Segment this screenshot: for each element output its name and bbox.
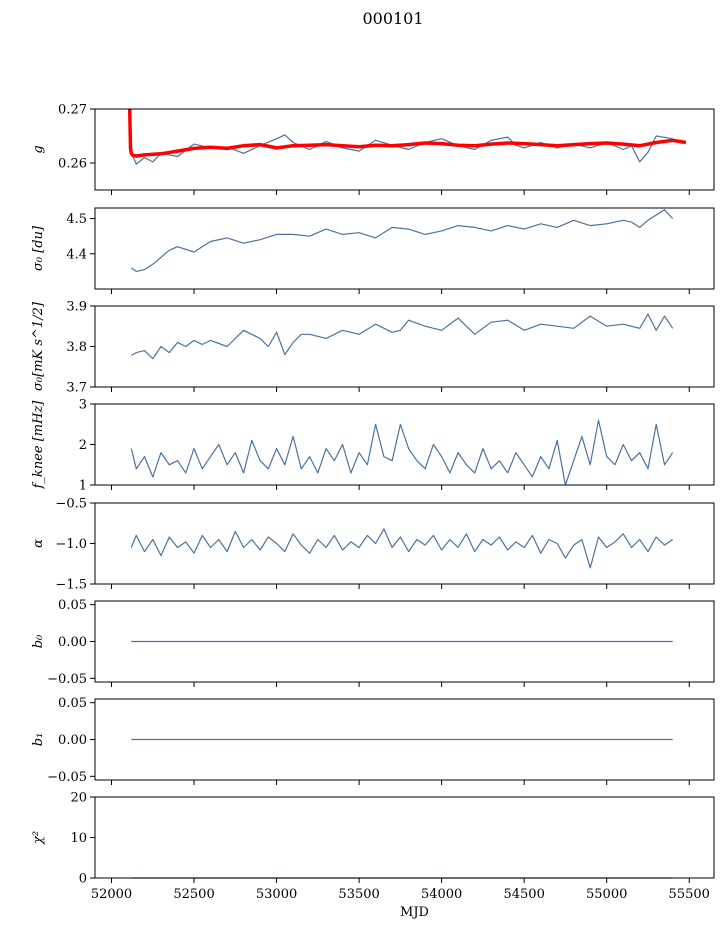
x-tick-label: 52500 [173,887,214,902]
axes-frame [94,305,715,388]
y-tick-label: −0.05 [47,672,87,687]
x-tick-label: 53000 [256,887,297,902]
axes-frame [94,796,715,879]
y-tick-label: −1.0 [55,537,87,552]
x-axis-label: MJD [400,905,429,920]
subplot-1: 0.26 0.27 g [31,103,715,195]
y-tick-label: 0.05 [58,598,87,613]
subplot-stack: 0.26 0.27 g 4.4 4.5 σ₀ [du] 3.7 3.8 3.9 σ₀[mK s^1… [31,103,715,920]
series-line [131,313,674,360]
subplot-3: 3.7 3.8 3.9 σ₀[mK s^1/2] [31,300,715,396]
axes-frame [94,403,715,486]
subplot-7: −0.05 0.00 0.05 b₁ [31,696,715,785]
y-tick-label: 0.27 [58,103,87,118]
y-axis-label: σ₀ [du] [31,225,46,271]
y-tick-label: 1 [79,479,87,494]
y-tick-label: 0.00 [58,635,87,650]
x-tick-label: 55000 [586,887,627,902]
figure-title: 000101 [362,9,423,28]
axes-frame [94,207,715,290]
subplot-4: 1 2 3 f_knee [mHz] [31,398,715,494]
x-tick-label: 54000 [421,887,462,902]
y-axis-label: b₁ [31,733,46,747]
x-tick-label: 55500 [669,887,710,902]
x-tick-label: 54500 [503,887,544,902]
y-tick-label: 4.5 [66,212,87,227]
y-axis-label: χ² [31,831,46,845]
y-tick-label: 0.05 [58,696,87,711]
y-tick-label: 2 [79,438,87,453]
subplot-8: 0 10 20 χ² 52000 52500 53000 53500 54000 54500 550… [31,791,715,920]
y-tick-label: 0 [79,872,87,887]
y-tick-label: 3 [79,398,87,413]
fit-line [127,108,687,158]
y-axis-label: σ₀[mK s^1/2] [31,301,46,391]
series-line [130,419,674,486]
subplot-5: −1.5 −1.0 −0.5 α [31,497,715,593]
y-tick-label: 10 [70,831,87,846]
y-axis-label: f_knee [mHz] [31,400,46,490]
y-axis-label: b₀ [31,634,46,648]
y-tick-label: −0.5 [55,497,87,512]
y-tick-label: 4.4 [66,247,87,262]
subplot-2: 4.4 4.5 σ₀ [du] [31,207,715,294]
y-tick-label: 3.9 [66,300,87,315]
series-line [130,528,674,569]
y-axis-label: α [31,539,46,548]
subplot-6: −0.05 0.00 0.05 b₀ [31,598,715,687]
y-tick-label: 3.8 [66,340,87,355]
y-tick-label: 3.7 [66,381,87,396]
series-line [129,134,673,165]
y-tick-label: 0.00 [58,733,87,748]
y-tick-label: −0.05 [47,770,87,785]
axes-frame [94,108,715,191]
y-axis-label: g [31,145,46,153]
x-tick-label: 53500 [338,887,379,902]
y-tick-label: −1.5 [55,578,87,593]
series-line [130,209,674,272]
y-tick-label: 20 [70,791,87,806]
y-tick-label: 0.26 [58,157,87,172]
x-tick-label: 52000 [91,887,132,902]
